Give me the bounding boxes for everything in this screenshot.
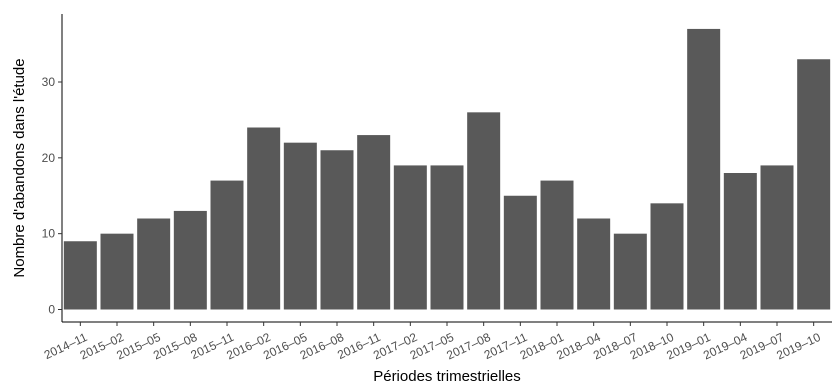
- bar-2016–08: [320, 150, 354, 310]
- bar-2019–04: [723, 173, 757, 310]
- bar-2016–02: [247, 127, 281, 310]
- bar-2019–07: [760, 165, 794, 310]
- y-ticks-group: 0 10 20 30: [42, 75, 62, 317]
- bar-2017–11: [503, 195, 537, 310]
- bar-2018–10: [650, 203, 684, 310]
- y-tick-label: 10: [42, 227, 56, 241]
- bar-2018–04: [577, 218, 611, 310]
- y-axis-title: Nombre d'abandons dans l'étude: [11, 58, 28, 277]
- bar-2017–05: [430, 165, 464, 310]
- bar-2016–11: [357, 135, 391, 310]
- y-tick-label: 20: [42, 151, 56, 165]
- y-tick-label: 30: [42, 75, 56, 89]
- bar-2015–08: [173, 210, 207, 310]
- bar-2018–01: [540, 180, 574, 310]
- y-tick-label: 0: [48, 303, 55, 317]
- bar-2015–02: [100, 233, 134, 310]
- bar-2014–11: [63, 241, 97, 310]
- bar-2019–01: [687, 28, 721, 310]
- bar-2017–08: [467, 112, 501, 310]
- bars-group: [63, 28, 831, 310]
- bar-2015–11: [210, 180, 244, 310]
- bar-2016–05: [283, 142, 317, 310]
- bar-2017–02: [393, 165, 427, 310]
- bar-2018–07: [613, 233, 647, 310]
- x-axis-title: Périodes trimestrielles: [373, 368, 521, 385]
- bar-2019–10: [797, 59, 831, 310]
- x-ticks-group: 2014–112015–022015–052015–082015–112016–…: [42, 322, 823, 362]
- bar-2015–05: [137, 218, 171, 310]
